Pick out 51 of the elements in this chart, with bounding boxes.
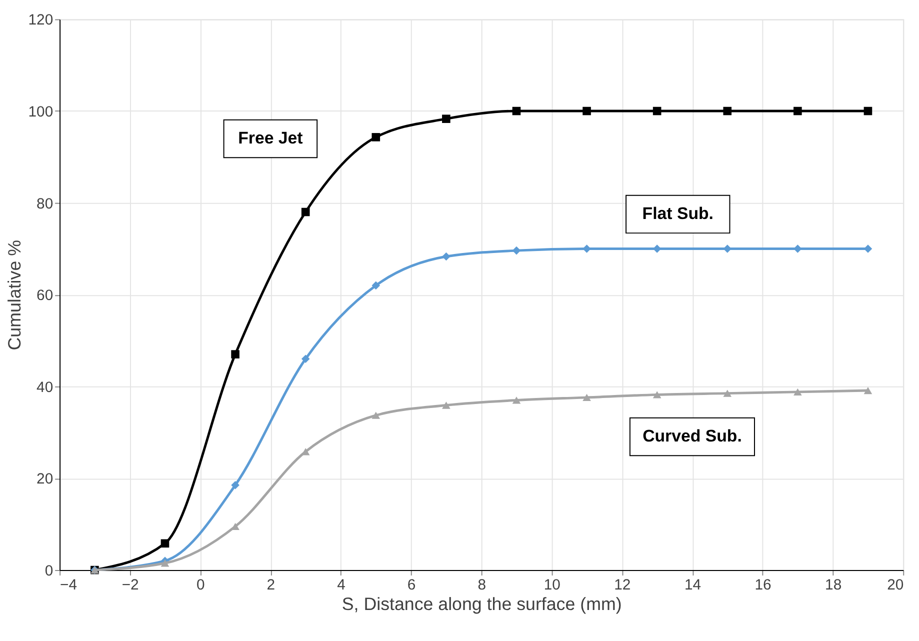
x-tick-label: 2 bbox=[266, 577, 276, 594]
x-tick-label: −4 bbox=[60, 577, 78, 594]
x-tick-label: 10 bbox=[544, 577, 560, 594]
point bbox=[652, 391, 662, 398]
y-tick-label: 40 bbox=[36, 380, 54, 396]
point bbox=[372, 133, 380, 142]
x-tick-label: −2 bbox=[122, 577, 139, 594]
x-tick-label: 16 bbox=[754, 577, 772, 594]
point bbox=[582, 244, 591, 253]
x-tick-label: 4 bbox=[337, 577, 346, 594]
point bbox=[794, 388, 802, 396]
series-label: Flat Sub. bbox=[642, 204, 714, 224]
x-axis-title: S, Distance along the surface (mm) bbox=[342, 594, 622, 614]
point bbox=[864, 106, 872, 116]
x-tick-label: 18 bbox=[825, 577, 842, 594]
point bbox=[723, 106, 732, 116]
point bbox=[512, 246, 521, 255]
x-tick-label: 14 bbox=[684, 577, 701, 594]
y-tick-label: 0 bbox=[44, 563, 54, 580]
point bbox=[582, 394, 591, 402]
point bbox=[794, 106, 802, 116]
point bbox=[582, 106, 591, 116]
point bbox=[723, 390, 732, 397]
point bbox=[372, 412, 380, 419]
x-tick-label: 6 bbox=[407, 577, 416, 594]
y-tick-label: 120 bbox=[28, 12, 54, 29]
x-tick-label: 12 bbox=[614, 577, 631, 594]
x-tick-label: 20 bbox=[887, 577, 904, 594]
y-tick-label: 60 bbox=[36, 288, 54, 304]
point bbox=[372, 281, 380, 290]
x-tick-label: 8 bbox=[478, 577, 486, 594]
point bbox=[512, 396, 521, 404]
point bbox=[301, 208, 310, 216]
y-tick-label: 20 bbox=[36, 472, 54, 488]
point bbox=[160, 560, 170, 567]
series-label: Curved Sub. bbox=[642, 426, 742, 446]
point bbox=[864, 386, 872, 394]
y-tick-label: 80 bbox=[36, 196, 54, 212]
point bbox=[512, 106, 521, 116]
point bbox=[442, 114, 450, 123]
point bbox=[231, 350, 240, 358]
x-tick-label: 0 bbox=[196, 577, 205, 594]
text: Free Jet bbox=[238, 128, 304, 148]
point bbox=[442, 402, 450, 409]
point bbox=[160, 539, 170, 548]
y-axis-title: Cumulative % bbox=[4, 240, 24, 350]
point bbox=[652, 106, 662, 116]
point bbox=[301, 354, 310, 364]
point bbox=[442, 252, 450, 261]
y-tick-label: 100 bbox=[28, 104, 54, 120]
point bbox=[231, 480, 240, 490]
